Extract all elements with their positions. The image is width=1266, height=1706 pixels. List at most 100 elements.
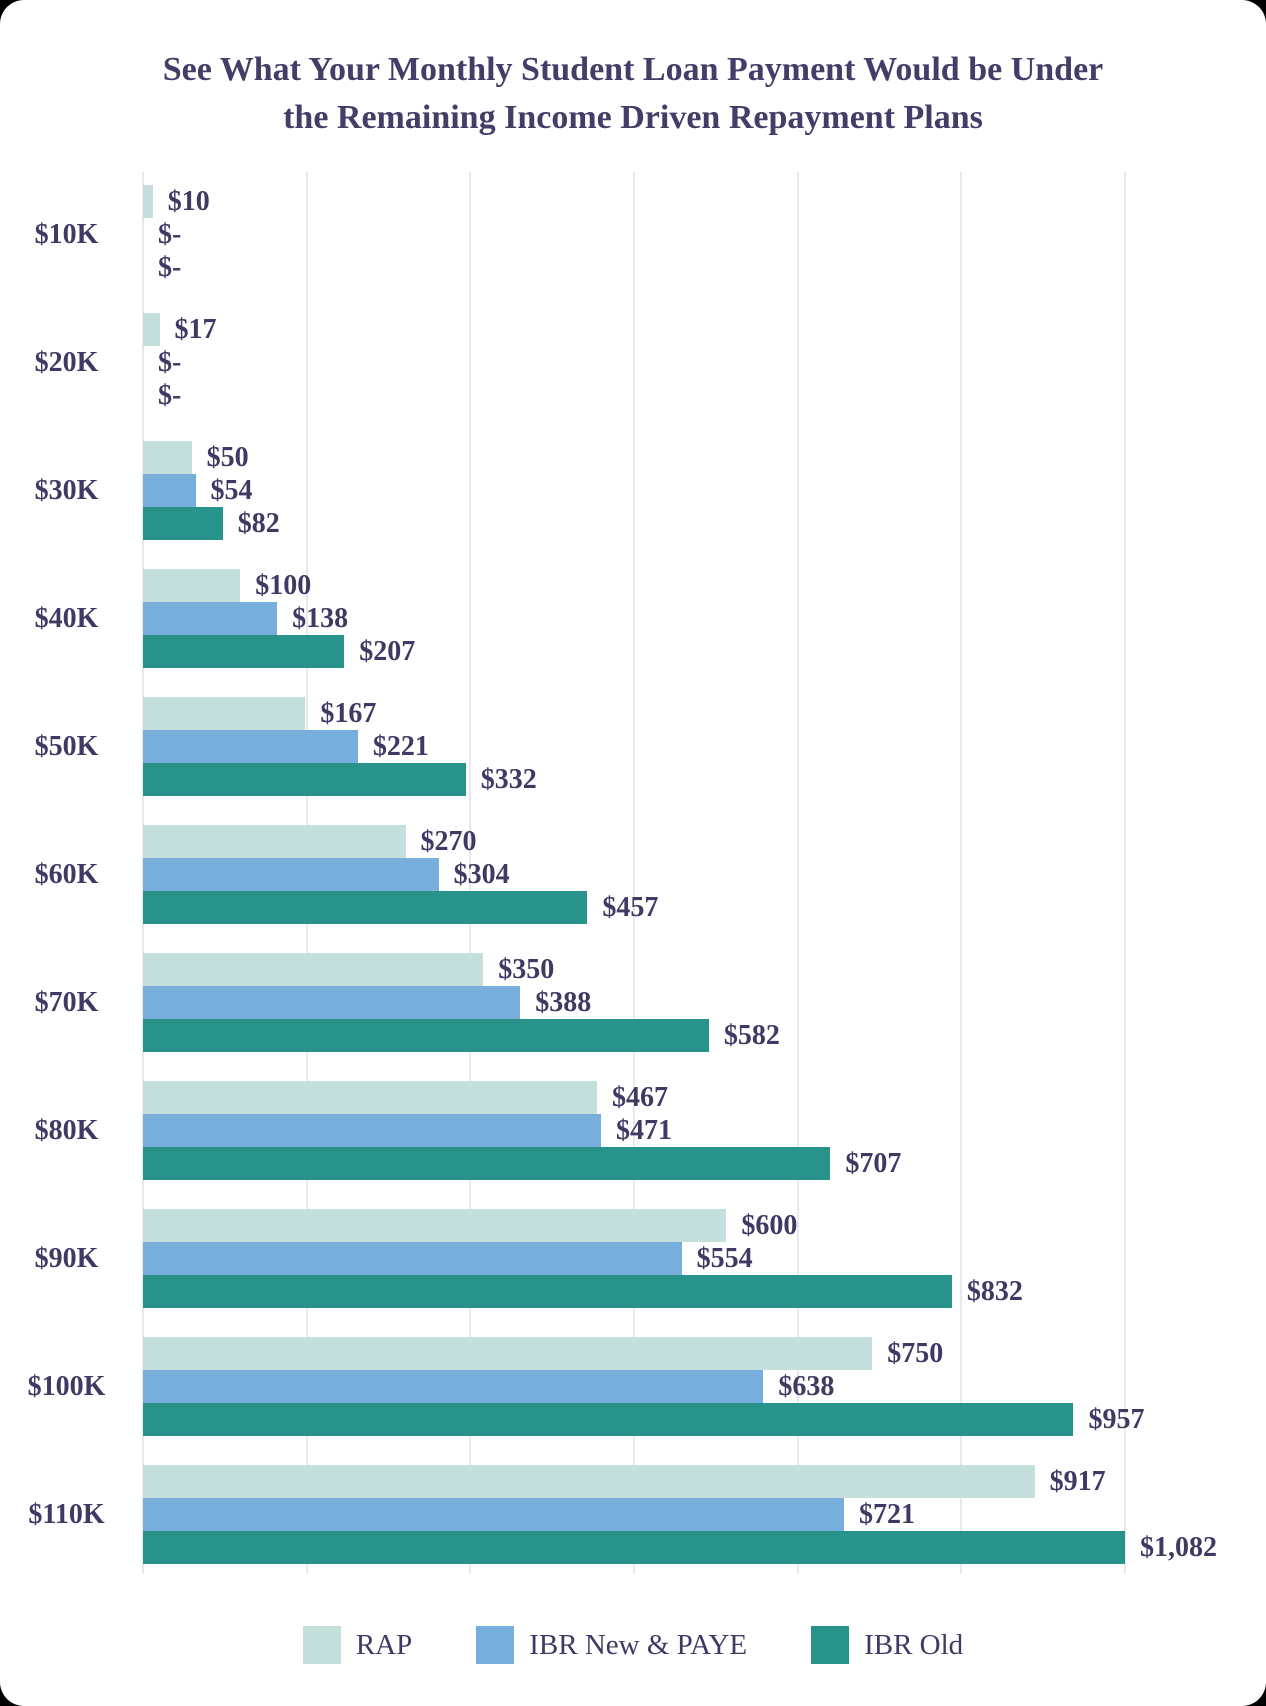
legend-item-rap[interactable]: RAP bbox=[302, 1626, 413, 1664]
gridline bbox=[960, 172, 963, 1574]
bar-stack: $467 $471 $707 bbox=[143, 1081, 1125, 1180]
value-label: $832 bbox=[966, 1276, 1023, 1307]
value-label: $707 bbox=[845, 1148, 902, 1179]
bar-ibr-new-paye[interactable] bbox=[143, 1370, 764, 1403]
value-label: $917 bbox=[1049, 1466, 1106, 1497]
value-label: $600 bbox=[741, 1210, 798, 1241]
legend-swatch bbox=[476, 1626, 515, 1664]
y-axis-label: $40K bbox=[34, 602, 99, 634]
bar-row: $554 bbox=[143, 1242, 1125, 1275]
legend-label: RAP bbox=[355, 1628, 413, 1661]
y-axis-label: $70K bbox=[34, 986, 99, 1018]
bar-ibr-old[interactable] bbox=[143, 763, 466, 796]
bar-row: $638 bbox=[143, 1370, 1125, 1403]
bar-rap[interactable] bbox=[143, 1209, 727, 1242]
bar-ibr-old[interactable] bbox=[143, 1147, 831, 1180]
bar-ibr-old[interactable] bbox=[143, 891, 588, 924]
bar-ibr-new-paye[interactable] bbox=[143, 730, 358, 763]
bar-row: $457 bbox=[143, 891, 1125, 924]
bar-ibr-new-paye[interactable] bbox=[143, 602, 278, 635]
bar-rap[interactable] bbox=[143, 441, 192, 474]
bar-row: $582 bbox=[143, 1019, 1125, 1052]
bar-ibr-old[interactable] bbox=[143, 507, 223, 540]
gridline bbox=[633, 172, 635, 1574]
value-label: $167 bbox=[320, 698, 377, 729]
bar-ibr-old[interactable] bbox=[143, 1403, 1074, 1436]
bar-stack: $750 $638 $957 bbox=[143, 1337, 1144, 1436]
bar-group-70k: $70K $350 $388 $582 bbox=[0, 953, 1266, 1052]
legend-swatch bbox=[302, 1626, 341, 1664]
bar-row: $207 bbox=[143, 635, 1125, 668]
legend: RAP IBR New & PAYE IBR Old bbox=[0, 1626, 1266, 1664]
bar-rap[interactable] bbox=[143, 185, 153, 218]
bar-rap[interactable] bbox=[143, 1081, 598, 1114]
bar-row: $471 bbox=[143, 1114, 1125, 1147]
bar-ibr-old[interactable] bbox=[143, 1531, 1125, 1564]
bar-row: $167 bbox=[143, 697, 1125, 730]
value-label: $471 bbox=[615, 1115, 672, 1146]
bar-rap[interactable] bbox=[143, 569, 241, 602]
bar-ibr-old[interactable] bbox=[143, 635, 345, 668]
bar-row: $304 bbox=[143, 858, 1125, 891]
bar-row: $957 bbox=[143, 1403, 1144, 1436]
bar-row: $10 bbox=[143, 185, 1125, 218]
bar-ibr-old[interactable] bbox=[143, 1019, 709, 1052]
bar-row: $832 bbox=[143, 1275, 1125, 1308]
gridline bbox=[796, 172, 799, 1574]
bar-rap[interactable] bbox=[143, 825, 406, 858]
value-label: $638 bbox=[778, 1371, 835, 1402]
bar-stack: $917 $721 $1,082 bbox=[143, 1465, 1217, 1564]
value-label: $750 bbox=[887, 1338, 944, 1369]
legend-item-ibr-old[interactable]: IBR Old bbox=[811, 1626, 963, 1664]
legend-item-ibr-new-paye[interactable]: IBR New & PAYE bbox=[476, 1626, 747, 1664]
bar-row: $707 bbox=[143, 1147, 1125, 1180]
bar-rap[interactable] bbox=[143, 697, 306, 730]
bar-group-80k: $80K $467 $471 $707 bbox=[0, 1081, 1266, 1180]
bar-ibr-new-paye[interactable] bbox=[143, 1114, 601, 1147]
value-label: $270 bbox=[420, 826, 477, 857]
value-label: $138 bbox=[292, 603, 349, 634]
value-label: $221 bbox=[372, 731, 429, 762]
bar-row: $750 bbox=[143, 1337, 1125, 1370]
bar-rap[interactable] bbox=[143, 1465, 1035, 1498]
bar-row: $54 bbox=[143, 474, 1125, 507]
bar-stack: $600 $554 $832 bbox=[143, 1209, 1125, 1308]
legend-swatch bbox=[811, 1626, 850, 1664]
value-label: $388 bbox=[535, 987, 592, 1018]
y-axis-label: $10K bbox=[34, 218, 99, 250]
value-label: $100 bbox=[255, 570, 312, 601]
bar-group-60k: $60K $270 $304 $457 bbox=[0, 825, 1266, 924]
y-axis-label: $50K bbox=[34, 730, 99, 762]
y-axis-label: $60K bbox=[34, 858, 99, 890]
bar-row: $350 bbox=[143, 953, 1125, 986]
value-label: $54 bbox=[210, 475, 253, 506]
bar-stack: $350 $388 $582 bbox=[143, 953, 1125, 1052]
bar-ibr-new-paye[interactable] bbox=[143, 858, 439, 891]
bar-stack: $50 $54 $82 bbox=[143, 441, 1125, 540]
bar-ibr-new-paye[interactable] bbox=[143, 474, 196, 507]
bar-row: $138 bbox=[143, 602, 1125, 635]
gridline bbox=[1124, 172, 1126, 1574]
bar-row: $917 bbox=[143, 1465, 1125, 1498]
bar-row: $600 bbox=[143, 1209, 1125, 1242]
bar-rap[interactable] bbox=[143, 1337, 873, 1370]
value-label: $582 bbox=[723, 1020, 780, 1051]
bar-ibr-new-paye[interactable] bbox=[143, 1242, 682, 1275]
bar-ibr-old[interactable] bbox=[143, 1275, 952, 1308]
bar-ibr-new-paye[interactable] bbox=[143, 1498, 844, 1531]
bar-rap[interactable] bbox=[143, 313, 160, 346]
bar-stack: $167 $221 $332 bbox=[143, 697, 1125, 796]
value-label: $957 bbox=[1088, 1404, 1145, 1435]
bar-rap[interactable] bbox=[143, 953, 484, 986]
value-label: $- bbox=[158, 347, 182, 378]
value-label: $- bbox=[158, 380, 182, 411]
bar-stack: $100 $138 $207 bbox=[143, 569, 1125, 668]
gridline bbox=[469, 172, 472, 1574]
y-axis-label: $30K bbox=[34, 474, 99, 506]
value-label: $- bbox=[158, 252, 182, 283]
y-axis-label: $20K bbox=[34, 346, 99, 378]
chart-title-line2: the Remaining Income Driven Repayment Pl… bbox=[283, 99, 983, 136]
bar-ibr-new-paye[interactable] bbox=[143, 986, 521, 1019]
bar-stack: $10 $- $- bbox=[143, 185, 1125, 284]
bar-row: $467 bbox=[143, 1081, 1125, 1114]
